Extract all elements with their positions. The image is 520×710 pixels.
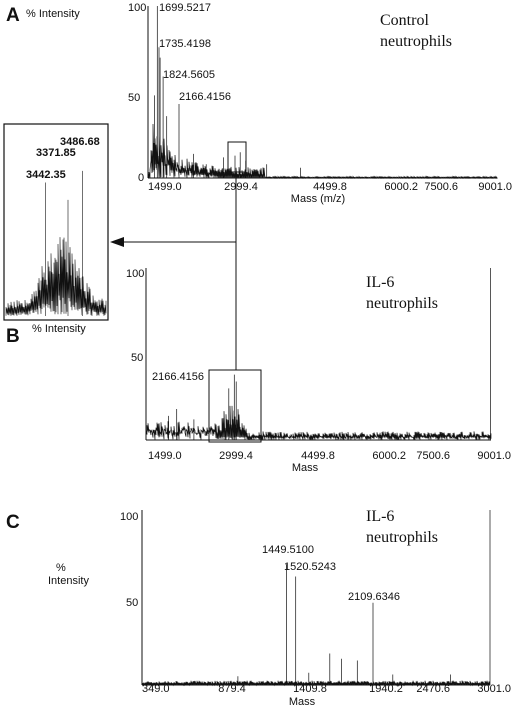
panel-a-xtick-3: 4499.8 bbox=[313, 181, 347, 193]
panel-b-zoom-box bbox=[208, 369, 262, 443]
panel-b-ytick-100: 100 bbox=[126, 268, 144, 280]
panel-a-ytick-0: 0 bbox=[138, 172, 144, 184]
panel-b: B % Intensity 100 50 1499.0 2999.4 4499.… bbox=[6, 268, 511, 474]
panel-c-xlabel: Mass bbox=[289, 696, 316, 708]
panel-b-condition-line1: IL-6 bbox=[366, 274, 394, 291]
panel-b-x-ticks: 1499.0 2999.4 4499.8 6000.2 7500.6 9001.… bbox=[148, 450, 511, 462]
panel-c-spectrum-line bbox=[141, 510, 491, 687]
panel-b-letter: B bbox=[6, 326, 20, 347]
panel-c-xtick-5: 2470.6 bbox=[416, 683, 450, 695]
panel-a-ytick-100: 100 bbox=[128, 2, 146, 14]
panel-a-xtick-2: 2999.4 bbox=[224, 181, 258, 193]
panel-b-xlabel: Mass bbox=[292, 462, 319, 474]
panel-a-letter: A bbox=[6, 5, 20, 26]
panel-c-condition-line1: IL-6 bbox=[366, 508, 394, 525]
panel-b-xtick-1: 1499.0 bbox=[148, 450, 182, 462]
panel-a-condition-line2: neutrophils bbox=[380, 33, 452, 50]
panel-a-zoom-box bbox=[227, 141, 247, 173]
panel-a-ylabel: % Intensity bbox=[26, 8, 80, 20]
panel-b-xtick-3: 4499.8 bbox=[301, 450, 335, 462]
panel-c-xtick-1: 349.0 bbox=[142, 683, 170, 695]
panel-a-peak-label-4: 2166.4156 bbox=[179, 91, 231, 103]
panel-c-ylabel-line1: % bbox=[56, 562, 66, 574]
connector-arrowhead bbox=[110, 237, 124, 247]
panel-b-xtick-2: 2999.4 bbox=[219, 450, 253, 462]
panel-c-peak-label-3: 2109.6346 bbox=[348, 591, 400, 603]
inset-spectrum-line bbox=[5, 170, 107, 316]
panel-c-x-ticks: 349.0 879.4 1409.8 1940.2 2470.6 3001.0 bbox=[142, 683, 511, 695]
panel-c-letter: C bbox=[6, 512, 20, 533]
panel-b-condition-line2: neutrophils bbox=[366, 295, 438, 312]
panel-b-ylabel: % Intensity bbox=[32, 323, 86, 335]
panel-a-xtick-5: 7500.6 bbox=[424, 181, 458, 193]
inset-zoom: 3486.68 3371.85 3442.35 bbox=[3, 123, 109, 321]
panel-b-xtick-5: 7500.6 bbox=[416, 450, 450, 462]
panel-a: A % Intensity 100 50 0 1499.0 2999.4 449… bbox=[6, 2, 512, 205]
panel-b-xtick-4: 6000.2 bbox=[372, 450, 406, 462]
panel-b-ytick-50: 50 bbox=[131, 352, 143, 364]
panel-c-peak-label-2: 1520.5243 bbox=[284, 561, 336, 573]
panel-a-x-ticks: 1499.0 2999.4 4499.8 6000.2 7500.6 9001.… bbox=[148, 181, 512, 193]
panel-a-condition-line1: Control bbox=[380, 12, 429, 29]
panel-a-xtick-1: 1499.0 bbox=[148, 181, 182, 193]
panel-c-xtick-6: 3001.0 bbox=[477, 683, 511, 695]
panel-a-xtick-4: 6000.2 bbox=[384, 181, 418, 193]
panel-a-xtick-6: 9001.0 bbox=[478, 181, 512, 193]
panel-c-ylabel-line2: Intensity bbox=[48, 575, 89, 587]
inset-peak-label-3: 3442.35 bbox=[26, 169, 66, 181]
panel-a-ytick-50: 50 bbox=[128, 92, 140, 104]
panel-c-ytick-100: 100 bbox=[120, 511, 138, 523]
panel-c-xtick-3: 1409.8 bbox=[293, 683, 327, 695]
panel-b-spectrum-line bbox=[145, 268, 492, 441]
panel-a-peak-label-2: 1735.4198 bbox=[159, 38, 211, 50]
panel-c-xtick-2: 879.4 bbox=[218, 683, 246, 695]
panel-a-peak-label-3: 1824.5605 bbox=[163, 69, 215, 81]
panel-a-peak-label-1: 1699.5217 bbox=[159, 2, 211, 14]
panel-b-xtick-6: 9001.0 bbox=[477, 450, 511, 462]
panel-a-xlabel: Mass (m/z) bbox=[291, 193, 345, 205]
inset-peak-label-1: 3486.68 bbox=[60, 136, 100, 148]
panel-c-ytick-50: 50 bbox=[126, 597, 138, 609]
panel-c-xtick-4: 1940.2 bbox=[369, 683, 403, 695]
panel-c-condition-line2: neutrophils bbox=[366, 529, 438, 546]
panel-b-peak-label-1: 2166.4156 bbox=[152, 371, 204, 383]
inset-peak-label-2: 3371.85 bbox=[36, 147, 76, 159]
panel-c-peak-label-1: 1449.5100 bbox=[262, 544, 314, 556]
panel-c: C % Intensity 100 50 349.0 879.4 1409.8 … bbox=[6, 508, 511, 708]
